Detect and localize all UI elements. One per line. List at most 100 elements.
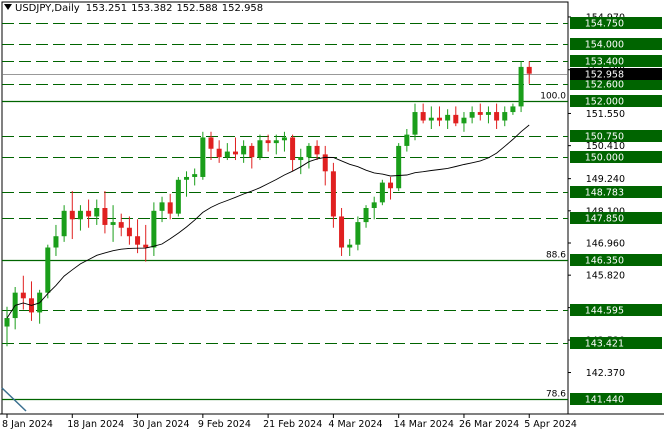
- candle-body: [241, 145, 247, 155]
- close-value: 152.958: [221, 3, 264, 14]
- candle-body: [216, 148, 222, 158]
- y-tick-label: 142.370: [586, 368, 625, 379]
- y-tick-label: 146.960: [586, 238, 625, 249]
- candle-body: [290, 137, 296, 161]
- candle-body: [4, 318, 10, 327]
- candle-body: [371, 202, 377, 208]
- x-tick-label: 30 Jan 2024: [133, 419, 190, 430]
- candle-body: [273, 140, 279, 144]
- candle-body: [61, 210, 67, 237]
- trendline: [1, 387, 27, 412]
- level-price-label-bg: [570, 17, 662, 29]
- candle-body: [412, 112, 418, 135]
- candle-body: [143, 244, 149, 248]
- fib-level-tag: 100.0: [540, 92, 566, 102]
- candle-body: [102, 208, 108, 225]
- candle-body: [192, 174, 198, 177]
- x-tick-label: 21 Feb 2024: [263, 419, 322, 430]
- x-tick-label: 5 Apr 2024: [524, 419, 577, 430]
- ohlc-values: 153.251 153.382 152.588 152.958: [86, 3, 267, 14]
- candle-body: [208, 137, 214, 149]
- level-price-label-bg: [570, 55, 662, 67]
- candle-body: [510, 106, 516, 113]
- candle-body: [224, 151, 230, 158]
- candle-body: [298, 157, 304, 161]
- candle-body: [53, 236, 59, 248]
- level-price-label: 154.000: [585, 40, 624, 51]
- level-price-label-bg: [570, 254, 662, 266]
- plot-frame: [1, 1, 569, 415]
- candle-body: [200, 137, 206, 177]
- candle-body: [175, 179, 181, 214]
- y-tick-label: 150.410: [586, 141, 625, 152]
- candle-body: [469, 112, 475, 118]
- candle-body: [461, 117, 467, 124]
- candle-body: [45, 247, 51, 293]
- x-tick-label: 14 Mar 2024: [394, 419, 454, 430]
- low-value: 152.588: [176, 3, 218, 14]
- x-tick-label: 18 Jan 2024: [67, 419, 124, 430]
- candle-body: [314, 145, 320, 155]
- level-price-label: 144.595: [585, 306, 624, 317]
- candle-body: [339, 216, 345, 248]
- candle-body: [445, 114, 451, 121]
- level-price-label: 150.000: [585, 153, 624, 164]
- level-price-label: 141.440: [585, 395, 624, 406]
- candle-body: [135, 236, 141, 245]
- level-price-label-bg: [570, 95, 662, 107]
- level-price-label: 153.400: [585, 57, 624, 68]
- candle-body: [477, 112, 483, 115]
- candle-body: [347, 244, 353, 248]
- chart-header: USDJPY,Daily 153.251 153.382 152.588 152.958: [4, 3, 267, 14]
- level-price-label: 152.600: [585, 80, 624, 91]
- candle-body: [518, 66, 524, 107]
- level-price-label: 154.750: [585, 19, 624, 30]
- level-price-label: 148.783: [585, 188, 624, 199]
- y-tick-label: 151.550: [586, 109, 625, 120]
- level-price-label-bg: [570, 151, 662, 163]
- level-price-label-bg: [570, 186, 662, 198]
- candle-body: [388, 182, 394, 189]
- candle-body: [249, 145, 255, 158]
- candle-body: [110, 222, 116, 225]
- candle-body: [363, 208, 369, 223]
- candle-body: [184, 176, 190, 180]
- level-price-label-bg: [570, 212, 662, 224]
- candle-body: [420, 112, 426, 121]
- level-price-label-bg: [570, 130, 662, 142]
- candle-body: [257, 140, 263, 158]
- open-value: 153.251: [85, 3, 128, 14]
- level-price-label: 152.000: [585, 97, 624, 108]
- x-tick-label: 8 Jan 2024: [2, 419, 53, 430]
- candle-body: [453, 114, 459, 124]
- candle-body: [151, 210, 157, 248]
- level-price-label-bg: [570, 393, 662, 405]
- candle-body: [494, 112, 500, 121]
- y-tick-label: 149.240: [586, 174, 625, 185]
- level-price-label-bg: [570, 304, 662, 316]
- candle-body: [94, 208, 100, 217]
- moving-average-line: [6, 124, 530, 319]
- candle-body: [77, 210, 83, 220]
- candle-body: [322, 154, 328, 172]
- level-price-label-bg: [570, 78, 662, 90]
- fib-level-tag: 88.6: [546, 251, 566, 261]
- candle-body: [126, 227, 132, 237]
- candle-body: [428, 117, 434, 121]
- candle-body: [485, 112, 491, 115]
- candle-body: [526, 66, 532, 74]
- candle-body: [404, 134, 410, 146]
- y-tick-label: 145.820: [586, 271, 625, 282]
- candle-body: [306, 145, 312, 158]
- candle-body: [159, 202, 165, 211]
- candle-body: [167, 202, 173, 214]
- candle-body: [265, 140, 271, 144]
- candle-body: [118, 222, 124, 228]
- candle-body: [232, 151, 238, 155]
- level-price-label-bg: [570, 38, 662, 50]
- dropdown-arrow-icon[interactable]: [4, 4, 12, 10]
- x-tick-label: 9 Feb 2024: [198, 419, 251, 430]
- level-price-label: 147.850: [585, 214, 624, 225]
